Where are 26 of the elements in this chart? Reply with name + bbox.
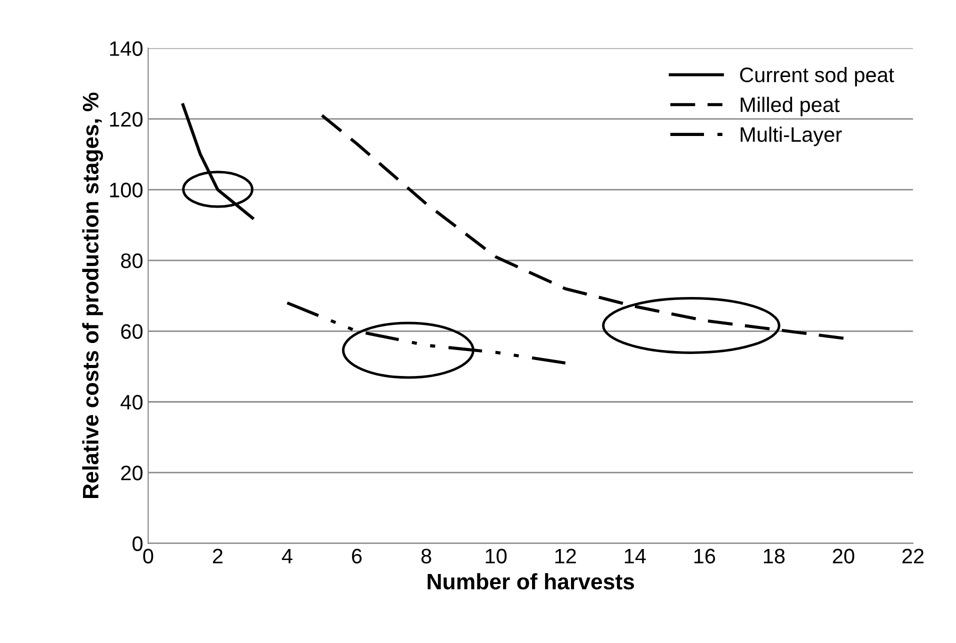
legend-label: Current sod peat — [740, 66, 894, 86]
x-tick-label: 8 — [421, 548, 432, 564]
x-tick-label: 18 — [764, 548, 785, 564]
x-axis-title: Number of harvests — [428, 573, 634, 590]
x-tick-label: 2 — [212, 548, 222, 564]
line-series — [181, 103, 254, 220]
x-tick-label: 12 — [555, 548, 576, 564]
y-axis-title: Relative costs of production stages, % — [82, 92, 104, 498]
y-tick-label: 60 — [121, 324, 143, 339]
y-tick-label: 140 — [110, 41, 143, 56]
y-tick-label: 100 — [110, 182, 143, 198]
y-tick-label: 120 — [110, 112, 143, 127]
x-tick-label: 22 — [902, 548, 924, 564]
y-tick-label: 80 — [121, 253, 143, 268]
x-tick-label: 14 — [624, 548, 646, 564]
x-tick-label: 4 — [282, 548, 292, 564]
x-tick-label: 16 — [694, 548, 716, 564]
x-tick-label: 6 — [352, 548, 362, 564]
y-tick-label: 0 — [132, 536, 143, 552]
legend-label: Milled peat — [740, 96, 840, 116]
y-tick-label: 20 — [121, 466, 143, 480]
x-tick-label: 10 — [486, 548, 507, 564]
y-tick-label: 40 — [120, 394, 143, 410]
legend-label: Multi-Layer — [740, 126, 842, 146]
x-tick-label: 0 — [143, 548, 154, 564]
x-tick-label: 20 — [832, 548, 854, 564]
